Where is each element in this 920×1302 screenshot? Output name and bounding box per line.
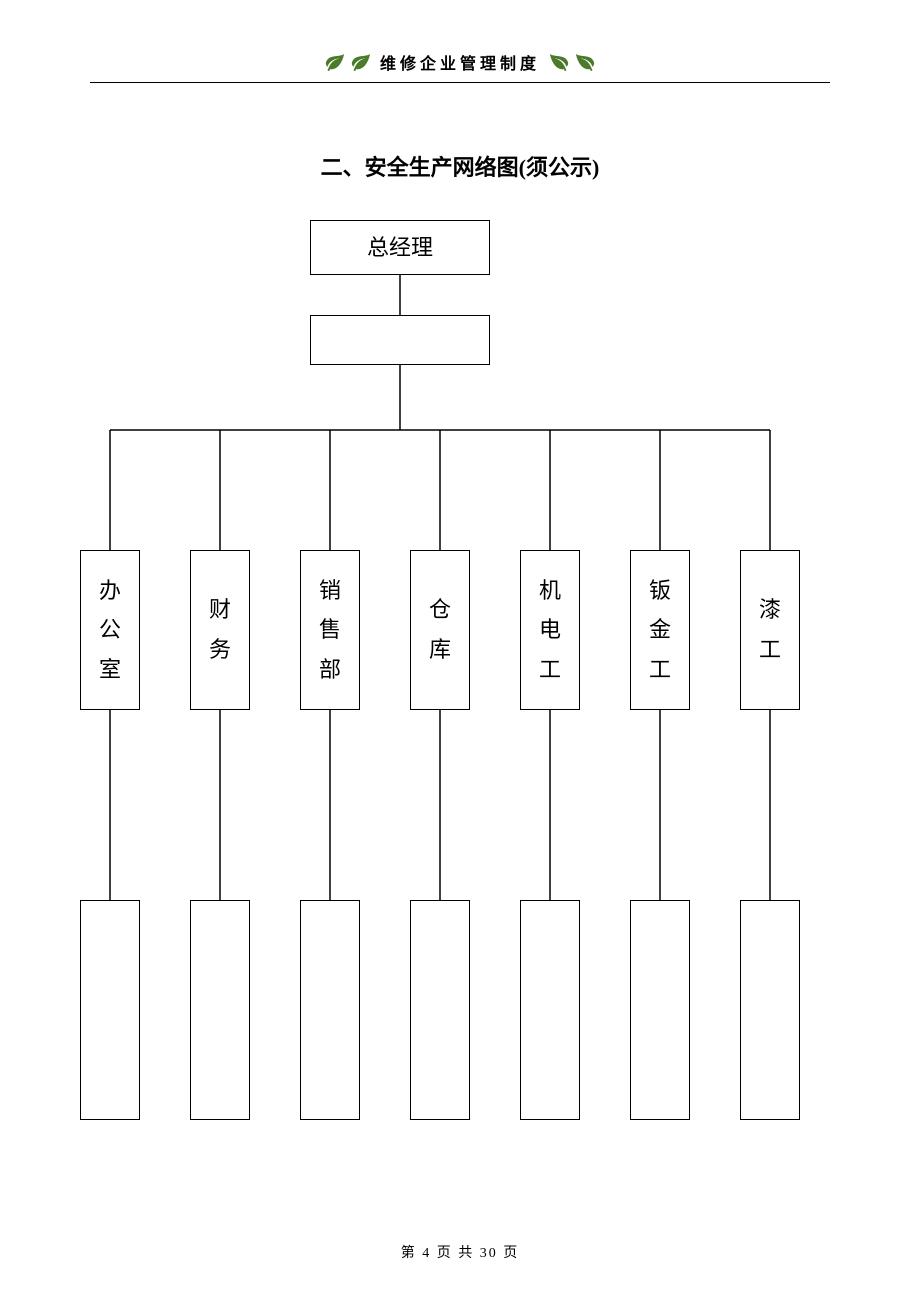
org-node-label: 财务 <box>209 590 231 669</box>
leaf-icon <box>324 51 346 73</box>
org-node-label: 办公室 <box>99 571 121 690</box>
org-node-e1 <box>80 900 140 1120</box>
leaf-icon <box>548 51 570 73</box>
org-node-d4: 仓库 <box>410 550 470 710</box>
org-node-label: 机电工 <box>539 571 561 690</box>
org-node-e7 <box>740 900 800 1120</box>
org-node-root: 总经理 <box>310 220 490 275</box>
org-node-e3 <box>300 900 360 1120</box>
org-node-d3: 销售部 <box>300 550 360 710</box>
leaf-icon <box>350 51 372 73</box>
org-node-d5: 机电工 <box>520 550 580 710</box>
org-node-e6 <box>630 900 690 1120</box>
page-footer: 第 4 页 共 30 页 <box>0 1242 920 1262</box>
org-node-d7: 漆工 <box>740 550 800 710</box>
org-node-d1: 办公室 <box>80 550 140 710</box>
page-header: 维修企业管理制度 <box>0 50 920 74</box>
leaf-icon <box>574 51 596 73</box>
header-title: 维修企业管理制度 <box>380 50 540 74</box>
org-chart: 总经理办公室 财务 销售部 仓库 机电工 钣金工 漆工 <box>60 200 860 1200</box>
org-node-e2 <box>190 900 250 1120</box>
org-node-e5 <box>520 900 580 1120</box>
header-underline <box>90 82 830 83</box>
org-node-label: 漆工 <box>759 590 781 669</box>
org-node-label: 总经理 <box>367 228 433 268</box>
org-node-d6: 钣金工 <box>630 550 690 710</box>
section-title: 二、安全生产网络图(须公示) <box>0 150 920 182</box>
org-node-label: 钣金工 <box>649 571 671 690</box>
leaf-decoration-right <box>548 51 596 73</box>
org-node-mid <box>310 315 490 365</box>
org-node-d2: 财务 <box>190 550 250 710</box>
leaf-decoration-left <box>324 51 372 73</box>
org-node-label: 仓库 <box>429 590 451 669</box>
org-node-e4 <box>410 900 470 1120</box>
org-node-label: 销售部 <box>319 571 341 690</box>
